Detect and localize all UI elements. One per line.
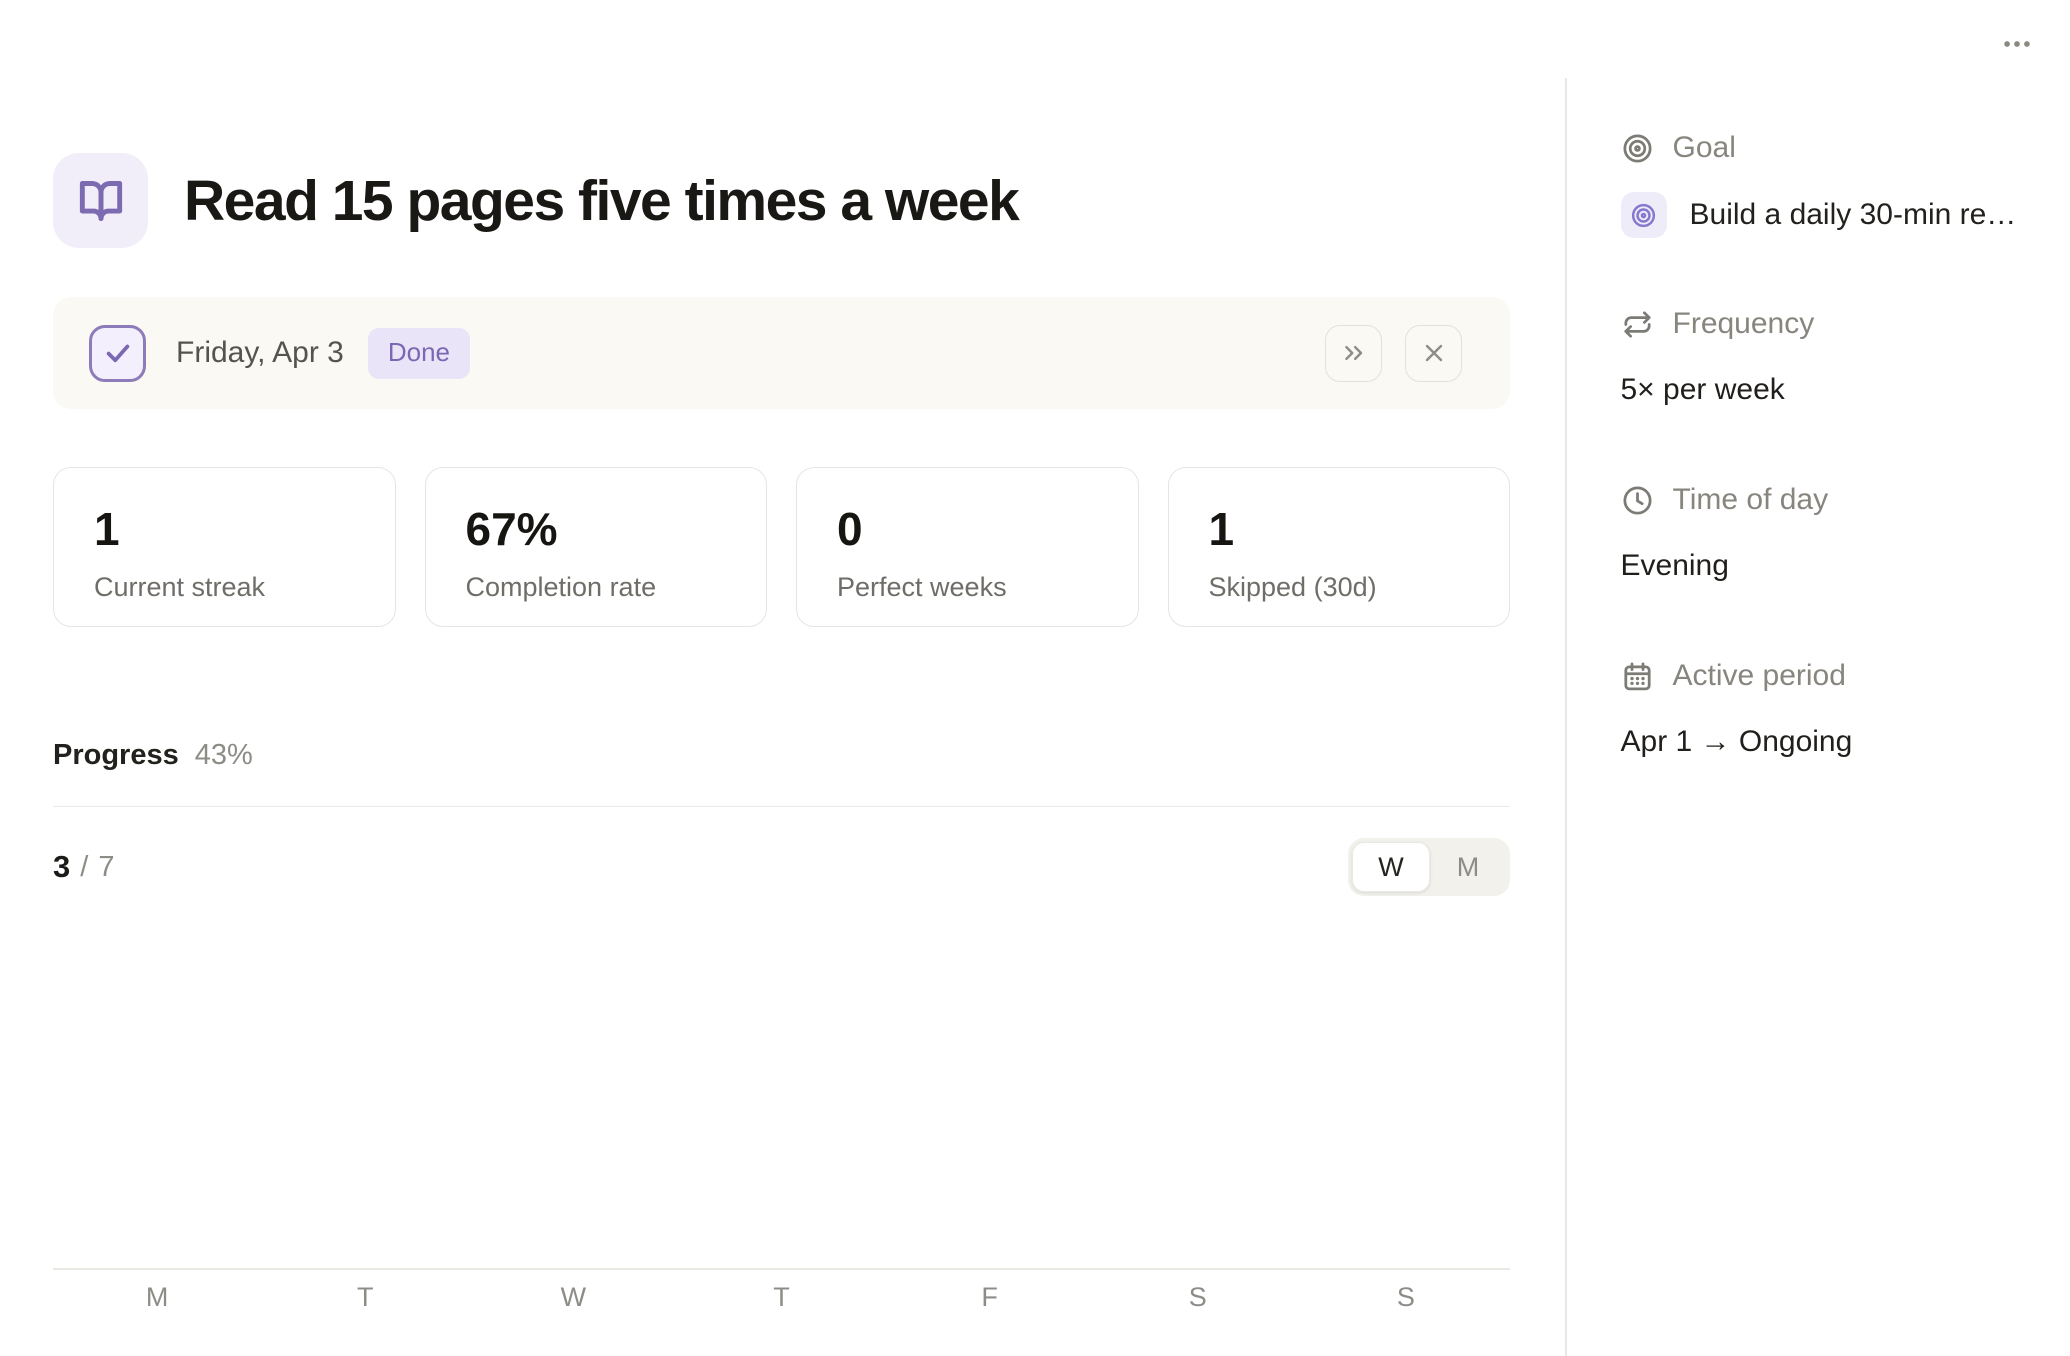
week-counter-row: 3 / 7 W M [53, 838, 1510, 896]
goal-title: Build a daily 30-min re… [1689, 198, 2017, 231]
x-icon [1425, 344, 1442, 362]
stat-card-current-streak: 1 Current streak [53, 467, 396, 627]
ellipsis-icon [2004, 41, 2030, 47]
chart-day-label-3: T [773, 1282, 790, 1312]
time-of-day-value[interactable]: Evening [1620, 549, 1729, 582]
today-checkbox[interactable] [89, 324, 146, 382]
clock-icon [1622, 485, 1652, 515]
chart-bars [53, 988, 1510, 1270]
active-period-section: Active period Apr 1 → Ongoing [1621, 656, 2031, 762]
frequency-section: Frequency 5× per week [1621, 304, 2031, 410]
progress-header: Progress 43% [53, 739, 1510, 772]
counter-separator: / [80, 850, 89, 883]
checkmark-icon [106, 344, 129, 363]
frequency-value[interactable]: 5× per week [1620, 373, 1785, 406]
completed-count: 3 [53, 849, 71, 884]
today-checkin-card: Friday, Apr 3 Done [53, 297, 1510, 409]
time-of-day-label-row: Time of day [1621, 480, 2031, 520]
more-button[interactable] [1990, 24, 2044, 64]
goal-value-row[interactable]: Build a daily 30-min re… [1620, 192, 2031, 238]
stat-label: Perfect weeks [837, 572, 1007, 602]
stats-row: 1 Current streak 67% Completion rate 0 P… [53, 467, 1510, 627]
chart-day-label-0: M [145, 1282, 169, 1312]
book-open-icon [79, 180, 122, 221]
habit-header: Read 15 pages five times a week [53, 153, 1510, 248]
target-icon [1622, 133, 1652, 163]
goal-label-row: Goal [1621, 128, 2031, 168]
panel-divider [1565, 78, 1567, 1356]
repeat-icon [1623, 310, 1651, 338]
stat-value: 67% [465, 503, 558, 555]
stat-value: 1 [94, 503, 120, 555]
chevrons-right-icon [1344, 345, 1362, 361]
stat-label: Completion rate [465, 572, 657, 602]
progress-title: Progress [53, 739, 179, 771]
status-badge: Done [367, 327, 470, 379]
section-divider [53, 806, 1510, 807]
toggle-week[interactable]: W [1352, 842, 1430, 892]
stat-card-skipped: 1 Skipped (30d) [1167, 467, 1510, 627]
page-title: Read 15 pages five times a week [184, 168, 1020, 233]
chart-day-label-5: S [1188, 1282, 1207, 1312]
range-toggle: W M [1348, 838, 1510, 896]
stat-label: Current streak [94, 572, 266, 602]
defer-button[interactable] [1325, 324, 1382, 382]
frequency-label-row: Frequency [1621, 304, 2031, 344]
frequency-label: Frequency [1672, 307, 1815, 340]
main-panel: Read 15 pages five times a week Friday, … [53, 0, 1510, 1313]
calendar-icon [1623, 661, 1651, 690]
goal-label: Goal [1672, 131, 1736, 164]
stat-card-completion-rate: 67% Completion rate [424, 467, 767, 627]
chart-day-label-6: S [1396, 1282, 1415, 1312]
toggle-month[interactable]: M [1456, 851, 1480, 882]
time-of-day-label: Time of day [1672, 483, 1829, 516]
chart-day-label-1: T [356, 1282, 374, 1312]
active-period-label-row: Active period [1621, 656, 2031, 696]
chart-day-label-4: F [981, 1282, 998, 1312]
stat-card-perfect-weeks: 0 Perfect weeks [796, 467, 1139, 627]
stat-value: 0 [837, 503, 863, 555]
stat-label: Skipped (30d) [1208, 572, 1377, 602]
properties-sidebar: Goal Build a daily 30-min re… Frequency … [1567, 0, 2070, 1356]
habit-emoji-box [53, 153, 148, 248]
time-of-day-section: Time of day Evening [1621, 480, 2031, 586]
active-period-value[interactable]: Apr 1 → Ongoing [1620, 725, 1853, 758]
total-count: 7 [98, 850, 115, 883]
goal-icon-box [1620, 192, 1667, 238]
stat-value: 1 [1208, 503, 1235, 555]
active-period-label: Active period [1672, 659, 1846, 692]
chart-day-label-2: W [560, 1282, 587, 1312]
progress-percent: 43% [194, 739, 253, 771]
target-icon [1631, 203, 1656, 227]
clear-button[interactable] [1405, 324, 1462, 382]
today-date: Friday, Apr 3 [176, 336, 344, 369]
